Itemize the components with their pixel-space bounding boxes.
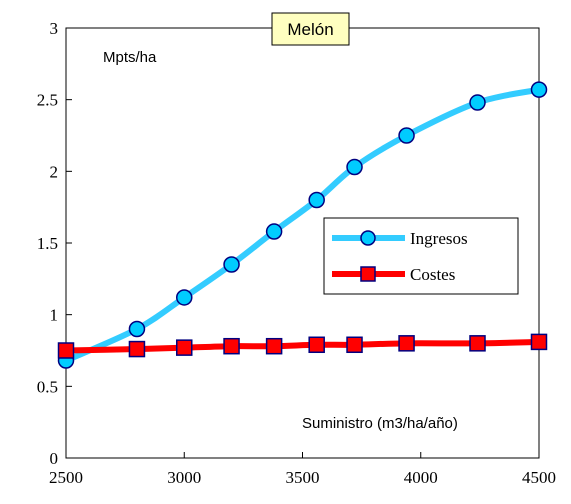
legend-marker-costes (360, 266, 376, 282)
data-point-ingresos (530, 81, 548, 98)
title-box (271, 12, 350, 46)
y-tick-label: 1 (50, 306, 59, 325)
y-tick-label: 0 (50, 449, 59, 468)
series-line-costes (63, 338, 542, 354)
data-point-ingresos (398, 127, 415, 144)
series-layer (57, 81, 548, 369)
data-point-ingresos (176, 289, 193, 306)
x-tick-label: 4500 (522, 468, 556, 487)
legend-entry-ingresos: Ingresos (332, 229, 468, 248)
data-point-ingresos (469, 94, 486, 111)
data-point-ingresos (346, 158, 363, 176)
legend: Ingresos Costes (323, 217, 519, 295)
data-point-costes (346, 336, 363, 354)
x-tick-label: 3000 (167, 468, 201, 487)
axis-ticks: 0 0.5 1 1.5 2 2.5 3 2500 3000 3500 4000 4500 (37, 19, 556, 487)
series-line-ingresos (63, 86, 542, 364)
data-point-costes (223, 337, 240, 355)
y-tick-label: 1.5 (37, 234, 58, 253)
data-point-costes (530, 333, 548, 351)
x-tick-label: 4000 (404, 468, 438, 487)
legend-box (323, 217, 519, 295)
title-text: Melón (287, 20, 333, 39)
data-point-ingresos (223, 256, 240, 273)
data-point-costes (398, 335, 415, 352)
data-point-costes (57, 342, 75, 359)
y-axis-label: Mpts/ha (103, 49, 157, 66)
data-point-ingresos (308, 191, 325, 209)
x-axis-label: Suministro (m3/ha/año) (302, 415, 458, 432)
legend-label-costes: Costes (410, 265, 455, 284)
data-point-costes (265, 337, 283, 355)
legend-entry-costes: Costes (332, 265, 455, 284)
x-tick-label: 2500 (49, 468, 83, 487)
y-tick-label: 2.5 (37, 91, 58, 110)
y-tick-label: 3 (50, 19, 59, 38)
data-point-ingresos (265, 223, 283, 240)
data-point-costes (128, 340, 146, 358)
data-point-ingresos (128, 320, 146, 338)
data-point-costes (176, 339, 193, 356)
data-point-costes (469, 335, 486, 352)
y-tick-label: 2 (50, 162, 59, 181)
data-point-costes (308, 336, 325, 354)
legend-label-ingresos: Ingresos (410, 229, 468, 248)
chart-title: Melón (271, 12, 350, 46)
x-tick-label: 3500 (286, 468, 320, 487)
legend-marker-ingresos (360, 230, 376, 246)
y-tick-label: 0.5 (37, 377, 58, 396)
